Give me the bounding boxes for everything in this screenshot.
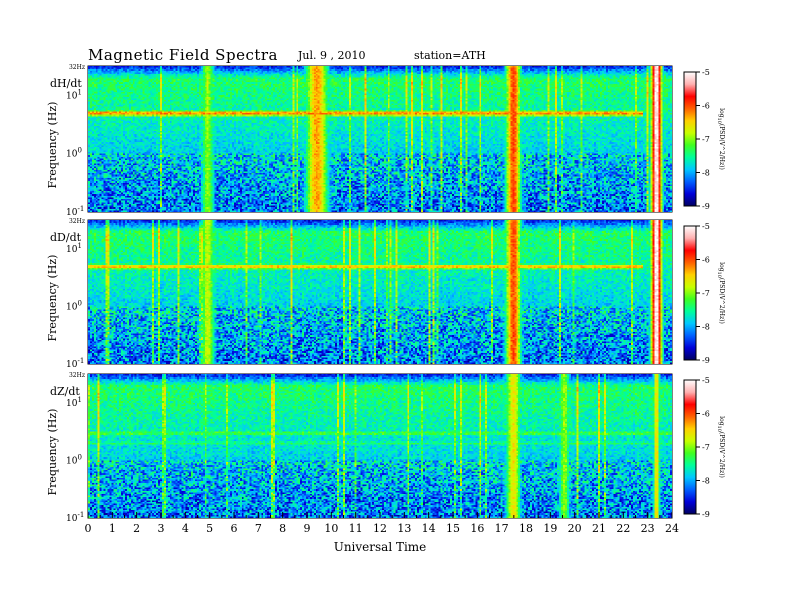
top-tick-label: 32Hz — [69, 64, 85, 71]
colorbar-tick-label: -8 — [702, 323, 710, 332]
x-tick-label: 1 — [109, 522, 116, 535]
x-tick-label: 21 — [592, 522, 606, 535]
x-tick-label: 8 — [279, 522, 286, 535]
colorbar-tick-label: -9 — [702, 356, 710, 365]
colorbar-tick-label: -8 — [702, 169, 710, 178]
x-tick-label: 24 — [665, 522, 679, 535]
x-tick-label: 18 — [519, 522, 533, 535]
y-tick-label: 10-1 — [66, 511, 84, 524]
x-tick-label: 9 — [304, 522, 311, 535]
y-tick-label: 101 — [66, 242, 82, 255]
colorbar — [683, 379, 697, 515]
colorbar-tick-label: -6 — [702, 256, 710, 265]
top-tick-label: 32Hz — [69, 372, 85, 379]
x-tick-label: 5 — [206, 522, 213, 535]
date-label: Jul. 9 , 2010 — [298, 49, 366, 62]
x-tick-label: 13 — [397, 522, 411, 535]
colorbar-label: log10(PSD(V^2/Hz)) — [716, 108, 725, 170]
colorbar — [683, 225, 697, 361]
x-tick-label: 7 — [255, 522, 262, 535]
x-tick-label: 0 — [85, 522, 92, 535]
x-tick-label: 10 — [324, 522, 338, 535]
chart-title: Magnetic Field Spectra — [88, 46, 278, 64]
x-axis-label: Universal Time — [334, 540, 427, 554]
x-tick-label: 2 — [133, 522, 140, 535]
panel-name: dH/dt — [50, 77, 82, 90]
x-tick-label: 19 — [543, 522, 557, 535]
panel-name: dD/dt — [50, 231, 82, 244]
colorbar-tick-label: -5 — [702, 68, 710, 77]
colorbar-label: log10(PSD(V^2/Hz)) — [716, 262, 725, 324]
x-tick-label: 12 — [373, 522, 387, 535]
y-tick-label: 10-1 — [66, 205, 84, 218]
spectrogram-image — [88, 374, 672, 518]
top-tick-label: 32Hz — [69, 218, 85, 225]
y-tick-label: 100 — [66, 147, 82, 160]
x-tick-label: 20 — [568, 522, 582, 535]
colorbar-tick-label: -7 — [702, 289, 710, 298]
colorbar-tick-label: -9 — [702, 510, 710, 519]
colorbar-label: log10(PSD(V^2/Hz)) — [716, 416, 725, 478]
colorbar-tick-label: -7 — [702, 443, 710, 452]
colorbar-tick-label: -6 — [702, 410, 710, 419]
x-tick-label: 4 — [182, 522, 189, 535]
colorbar-tick-label: -6 — [702, 102, 710, 111]
spectrogram-image — [88, 66, 672, 212]
x-tick-label: 17 — [495, 522, 509, 535]
spectrogram-image — [88, 220, 672, 364]
x-tick-label: 16 — [470, 522, 484, 535]
x-tick-label: 23 — [641, 522, 655, 535]
colorbar-tick-label: -5 — [702, 376, 710, 385]
y-tick-label: 100 — [66, 454, 82, 467]
colorbar-tick-label: -8 — [702, 477, 710, 486]
colorbar — [683, 71, 697, 207]
y-tick-label: 101 — [66, 396, 82, 409]
station-label: station=ATH — [414, 49, 486, 62]
colorbar-tick-label: -7 — [702, 135, 710, 144]
y-axis-label: Frequency (Hz) — [46, 102, 59, 189]
y-tick-label: 101 — [66, 88, 82, 101]
y-tick-label: 10-1 — [66, 357, 84, 370]
colorbar-tick-label: -9 — [702, 202, 710, 211]
x-tick-label: 15 — [446, 522, 460, 535]
x-tick-label: 6 — [231, 522, 238, 535]
x-tick-label: 22 — [616, 522, 630, 535]
x-tick-label: 14 — [422, 522, 436, 535]
panel-name: dZ/dt — [50, 385, 80, 398]
y-tick-label: 100 — [66, 300, 82, 313]
y-axis-label: Frequency (Hz) — [46, 409, 59, 496]
x-tick-label: 3 — [158, 522, 165, 535]
colorbar-tick-label: -5 — [702, 222, 710, 231]
y-axis-label: Frequency (Hz) — [46, 255, 59, 342]
x-tick-label: 11 — [349, 522, 363, 535]
